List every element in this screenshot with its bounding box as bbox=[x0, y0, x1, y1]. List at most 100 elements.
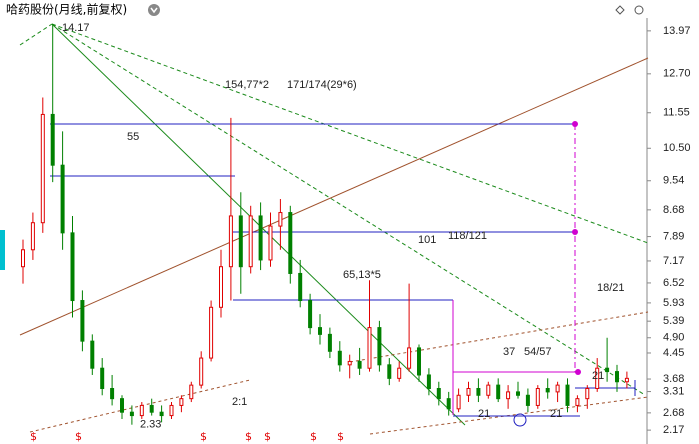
low-label: 2.33 bbox=[140, 419, 161, 431]
candle-body bbox=[426, 374, 431, 390]
high-label: 14.17 bbox=[62, 22, 90, 34]
signal-mark: $ bbox=[264, 430, 271, 443]
candle-body bbox=[516, 391, 520, 396]
circle-button[interactable] bbox=[634, 5, 644, 15]
annotation: 18/21 bbox=[597, 282, 625, 294]
dropdown-icon bbox=[150, 7, 158, 14]
annotation: 171/174(29*6) bbox=[287, 79, 357, 91]
candle-body bbox=[367, 327, 372, 369]
candle-body bbox=[436, 388, 441, 400]
candle-body bbox=[555, 384, 560, 393]
y-tick-label: 5.93 bbox=[663, 297, 684, 309]
candle-body bbox=[100, 367, 105, 390]
y-tick-label: 11.55 bbox=[663, 107, 690, 119]
candle-body bbox=[90, 340, 95, 369]
signal-marks: $ $ $ $ $ $ $ bbox=[30, 430, 344, 443]
annotation: 21 bbox=[592, 370, 604, 382]
candle-body bbox=[456, 394, 461, 410]
candle-body bbox=[347, 360, 352, 366]
candle-body bbox=[189, 384, 194, 400]
candle-body bbox=[21, 249, 25, 268]
annotation: 54/57 bbox=[524, 346, 552, 358]
trend-line bbox=[19, 57, 649, 336]
candle-body bbox=[149, 404, 154, 413]
candle-body bbox=[248, 215, 253, 268]
circle-marker bbox=[513, 413, 527, 427]
y-tick-label: 12.70 bbox=[663, 68, 691, 80]
target-dot bbox=[575, 369, 581, 375]
candle-body bbox=[585, 388, 590, 400]
dropdown-button[interactable] bbox=[148, 4, 160, 16]
candle-body bbox=[298, 272, 303, 302]
y-tick-label: 2.17 bbox=[663, 424, 684, 436]
y-tick-label: 10.50 bbox=[663, 142, 691, 154]
candle-body bbox=[228, 215, 233, 268]
candle-body bbox=[159, 411, 164, 417]
y-tick-label: 9.54 bbox=[663, 175, 684, 187]
annotation: 154,77*2 bbox=[225, 79, 269, 91]
candle-body bbox=[219, 266, 223, 308]
signal-mark: $ bbox=[30, 430, 37, 443]
candle-body bbox=[476, 388, 481, 396]
candle-body bbox=[238, 215, 243, 268]
y-tick-label: 4.45 bbox=[663, 347, 684, 359]
candle-body bbox=[139, 404, 144, 417]
annotation: 65,13*5 bbox=[343, 269, 381, 281]
candle-body bbox=[199, 357, 204, 386]
candle-body bbox=[40, 113, 45, 224]
candle-body bbox=[278, 212, 283, 227]
candle-body bbox=[357, 360, 362, 369]
y-tick-label: 8.68 bbox=[663, 204, 684, 216]
trend-line bbox=[51, 23, 646, 396]
side-tab[interactable] bbox=[0, 230, 5, 270]
annotation: 2:1 bbox=[232, 396, 247, 408]
candle-body bbox=[110, 388, 115, 400]
trend-line bbox=[51, 23, 649, 244]
candle-body bbox=[80, 300, 85, 342]
candle-body bbox=[446, 398, 451, 410]
candle-body bbox=[535, 388, 540, 406]
target-dot bbox=[572, 229, 578, 235]
candle-body bbox=[268, 225, 273, 261]
candle-body bbox=[397, 367, 402, 379]
annotation: 55 bbox=[127, 131, 139, 143]
candle-body bbox=[595, 367, 600, 390]
candle-body bbox=[407, 347, 412, 369]
candle-body bbox=[30, 222, 35, 251]
candle-body bbox=[308, 300, 313, 329]
candle-body bbox=[129, 411, 134, 417]
candle-body bbox=[624, 377, 629, 383]
candle-body bbox=[169, 404, 174, 417]
candle-body bbox=[327, 333, 332, 352]
candle-body bbox=[545, 388, 550, 393]
y-tick-label: 7.17 bbox=[663, 255, 684, 267]
candle-body bbox=[179, 398, 184, 406]
candle-body bbox=[120, 398, 124, 413]
trend-line bbox=[19, 23, 53, 46]
annotation: 37 bbox=[503, 346, 515, 358]
y-tick-label: 5.39 bbox=[663, 315, 684, 327]
candle-body bbox=[70, 232, 75, 302]
trend-line bbox=[51, 23, 466, 426]
candle-body bbox=[575, 398, 580, 406]
annotation: 21 bbox=[478, 408, 490, 420]
candle-body bbox=[565, 384, 570, 406]
y-tick-label: 3.31 bbox=[663, 385, 684, 397]
y-tick-label: 13.97 bbox=[663, 25, 691, 37]
candle-body bbox=[387, 364, 392, 379]
candle-body bbox=[466, 388, 471, 396]
y-tick-label: 4.90 bbox=[663, 332, 684, 344]
candle-body bbox=[377, 327, 382, 366]
y-tick-label: 6.52 bbox=[663, 277, 684, 289]
annotation: 101 bbox=[418, 234, 436, 246]
diamond-button[interactable] bbox=[615, 5, 625, 15]
candle-body bbox=[605, 367, 610, 373]
chart-title: 哈药股份(月线,前复权) bbox=[6, 2, 127, 17]
candle-body bbox=[525, 394, 530, 406]
candle-body bbox=[209, 306, 214, 359]
signal-mark: $ bbox=[310, 430, 317, 443]
trend-line bbox=[349, 311, 649, 363]
candle-body bbox=[506, 391, 511, 400]
y-tick-label: 3.68 bbox=[663, 373, 684, 385]
